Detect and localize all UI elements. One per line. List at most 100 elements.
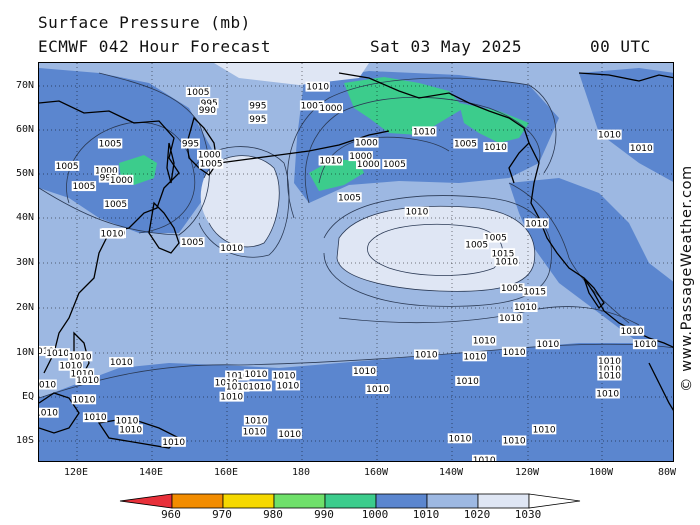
contour-label-bg — [219, 242, 244, 253]
contour-label-bg — [483, 142, 508, 153]
contour-label: 1015 — [522, 286, 547, 297]
contour-label: 995 — [248, 100, 268, 111]
isobar-1005-nw — [66, 121, 196, 234]
contour-label: 1005 — [500, 283, 525, 294]
forecast-date: Sat 03 May 2025 — [370, 37, 522, 56]
contour-label-text: 1010 — [463, 352, 486, 362]
contour-label: 1010 — [501, 346, 527, 358]
isobar-1025-east — [367, 223, 503, 276]
contour-label-bg — [69, 368, 95, 379]
contour-label-bg — [114, 415, 140, 426]
contour-label-bg — [483, 232, 508, 243]
contour-label: 995 — [199, 98, 219, 109]
contour-label-text: 995 — [249, 101, 266, 111]
fill-gt-1020-high-180e — [200, 155, 280, 247]
contour-label-text: 1010 — [39, 381, 56, 391]
contour-label-text: 1010 — [69, 352, 92, 362]
contour-label-text: 1010 — [248, 382, 271, 392]
contour-label-text: 1010 — [514, 303, 537, 313]
colorbar-label-1020: 1020 — [463, 508, 491, 521]
contour-label-bg — [225, 370, 250, 381]
contour-label-text: 1005 — [181, 238, 204, 248]
contour-label-bg — [109, 357, 134, 368]
contour-label-text: 1010 — [621, 327, 644, 337]
contour-label-text: 1010 — [72, 395, 95, 405]
fill-1000-1010-east-land — [579, 68, 673, 182]
map-subtitle: ECMWF 042 Hour Forecast — [38, 37, 272, 56]
contour-label-bg — [447, 433, 473, 444]
contour-label-text: 1010 — [39, 409, 58, 419]
contour-label-bg — [356, 159, 381, 170]
lon-label-140e: 140E — [138, 467, 164, 478]
contour-label-bg — [597, 363, 622, 374]
contour-label-text: 1005 — [501, 284, 524, 294]
contour-label-text: 1000 — [349, 152, 372, 162]
colorbar-label-1000: 1000 — [361, 508, 389, 521]
contour-label-text: 1000 — [355, 139, 378, 149]
contour-label: 1010 — [219, 391, 244, 403]
contour-label-bg — [464, 239, 489, 250]
lat-label-40n: 40N — [15, 212, 34, 223]
contour-label-text: 990 — [199, 106, 216, 116]
contour-label: 1010 — [597, 363, 622, 375]
contour-label-text: 1010 — [226, 372, 249, 382]
contour-label-text: 1005 — [99, 140, 122, 150]
colorbar-label-960: 960 — [161, 508, 181, 521]
contour-label-text: 995 — [201, 99, 218, 109]
contour-label-bg — [225, 381, 250, 392]
contour-label: 1010 — [352, 366, 377, 377]
contour-label-bg — [58, 360, 83, 371]
contour-label: 1005 — [198, 158, 224, 170]
contour-label-text: 1010 — [484, 143, 507, 153]
contour-label-text: 1010 — [598, 131, 621, 141]
contour-label-bg — [197, 149, 222, 160]
contour-label: 1010 — [243, 415, 269, 426]
contour-label-bg — [99, 228, 125, 239]
contour-label-bg — [219, 391, 244, 402]
contour-label-bg — [337, 192, 362, 203]
contour-label-bg — [494, 256, 519, 267]
contour-label: 1010 — [597, 370, 622, 382]
fill-1000-1010-tropics — [39, 343, 673, 461]
contour-label-bg — [404, 206, 430, 217]
contour-label-text: 1000 — [95, 166, 118, 176]
contour-label-text: 1010 — [448, 434, 471, 444]
contour-label-text: 1010 — [503, 348, 526, 358]
colorbar-seg-1000-1010 — [375, 493, 428, 509]
contour-label-bg — [243, 415, 269, 426]
contour-label: 1010 — [109, 357, 134, 368]
contour-label-bg — [382, 159, 407, 170]
contour-label: 1005 — [382, 159, 407, 170]
contour-label: 1010 — [114, 415, 140, 426]
contour-label: 1010 — [472, 454, 497, 461]
coast-alaska — [338, 72, 530, 184]
contour-label: 1010 — [45, 348, 70, 359]
contour-label-text: 1010 — [405, 208, 428, 218]
contour-label-bg — [500, 283, 525, 294]
contour-label: 995 — [98, 172, 118, 184]
contour-label: 1010 — [99, 228, 125, 240]
contour-label: 1000 — [94, 165, 119, 176]
contour-label-text: 1000 — [357, 160, 380, 170]
contour-label: 1010 — [277, 428, 302, 440]
map-title: Surface Pressure (mb) — [38, 13, 251, 32]
contour-label-bg — [597, 129, 622, 140]
colorbar-seg-lt-960 — [119, 493, 173, 509]
contour-label-bg — [535, 339, 560, 350]
contour-label-text: 1010 — [503, 437, 526, 447]
pressure-colorbar — [119, 493, 581, 509]
contour-label: 1010 — [501, 435, 527, 447]
pressure-map-svg: 1005995995990995995100010051000995101010… — [39, 63, 673, 461]
contour-label: 1010 — [58, 360, 83, 372]
pressure-map: 1005995995990995995100010051000995101010… — [38, 62, 674, 462]
contour-label: 1010 — [619, 325, 645, 337]
contour-label-bg — [597, 370, 622, 381]
coast-sakhalin — [166, 142, 175, 184]
contour-label: 1010 — [71, 394, 97, 405]
contour-label-text: 1010 — [495, 257, 518, 267]
contour-label-bg — [472, 335, 497, 346]
contour-label: 1010 — [39, 379, 57, 391]
contour-label: 1005 — [337, 192, 362, 203]
contour-label-text: 1000 — [198, 151, 221, 161]
contour-label-bg — [71, 394, 97, 405]
